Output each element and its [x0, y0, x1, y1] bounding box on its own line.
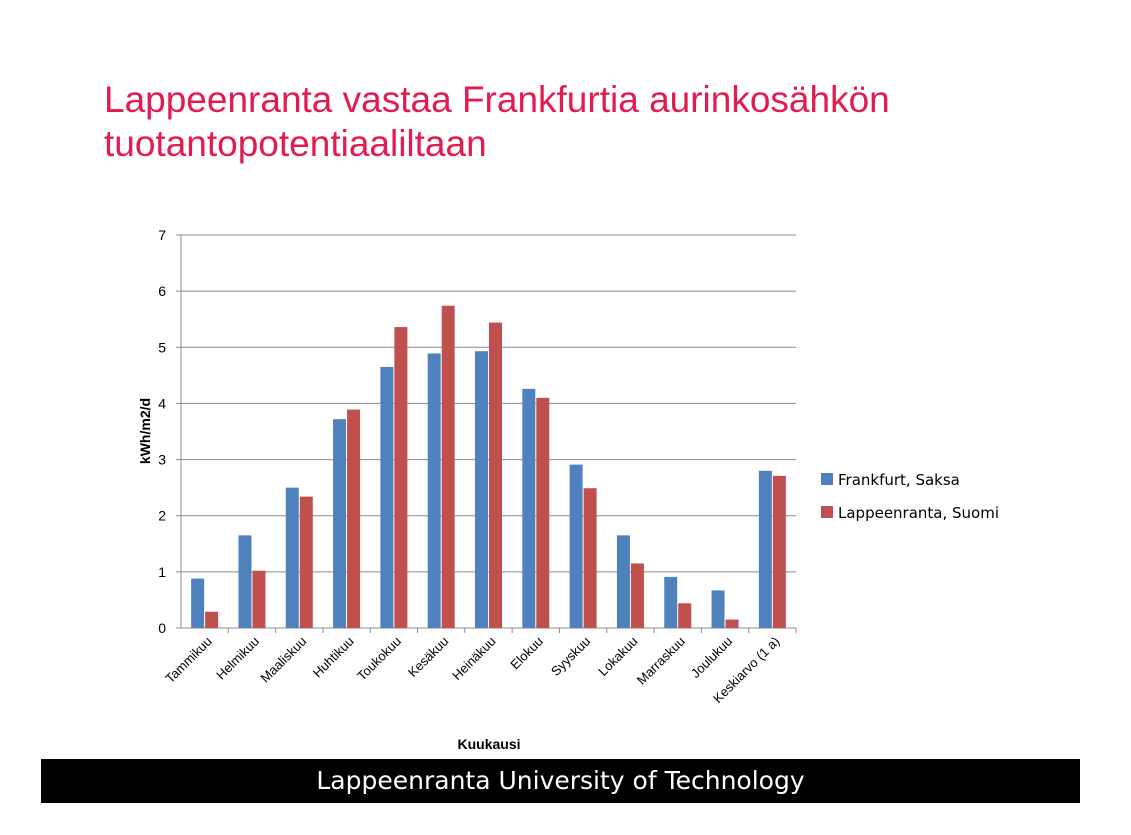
slide-title-line-2: tuotantopotentiaaliltaan — [104, 123, 487, 164]
y-tick-label: 1 — [158, 564, 166, 580]
bar-frankfurt — [191, 578, 205, 628]
x-tick-label: Toukokuu — [354, 634, 404, 684]
bar-frankfurt — [616, 535, 630, 628]
y-tick-label: 7 — [158, 227, 166, 243]
bar-lappeenranta — [347, 409, 361, 628]
bar-lappeenranta — [252, 570, 266, 628]
bar-frankfurt — [522, 388, 536, 628]
y-axis-title: kWh/m2/d — [137, 398, 153, 464]
x-tick-label: Joulukuu — [688, 634, 735, 681]
bar-frankfurt — [238, 535, 252, 628]
bar-lappeenranta — [394, 327, 408, 628]
bar-lappeenranta — [772, 475, 786, 628]
x-tick-label: Kesäkuu — [405, 634, 451, 680]
x-tick-label: Tammikuu — [162, 634, 215, 687]
bar-lappeenranta — [441, 305, 455, 628]
bar-frankfurt — [475, 351, 488, 628]
x-tick-label: Lokakuu — [595, 634, 640, 679]
x-tick-label: Maaliskuu — [257, 634, 309, 686]
bar-lappeenranta — [489, 322, 502, 628]
x-tick-label: Huhtikuu — [310, 634, 357, 681]
bar-frankfurt — [758, 470, 772, 628]
slide-title: Lappeenranta vastaa Frankfurtia aurinkos… — [104, 78, 1064, 166]
x-tick-label: Heinäkuu — [449, 634, 498, 683]
legend-label-lappeenranta: Lappeenranta, Suomi — [838, 504, 999, 522]
footer-university-name: Lappeenranta University of Technology — [316, 766, 805, 795]
legend-label-frankfurt: Frankfurt, Saksa — [838, 471, 960, 489]
bar-lappeenranta — [205, 611, 219, 628]
bar-frankfurt — [285, 487, 299, 628]
bar-frankfurt — [569, 464, 583, 628]
y-tick-label: 0 — [158, 620, 166, 636]
bar-lappeenranta — [299, 496, 313, 628]
x-tick-label: Syyskuu — [548, 634, 593, 679]
y-tick-label: 3 — [158, 452, 166, 468]
y-tick-label: 4 — [158, 395, 166, 411]
bar-frankfurt — [427, 353, 441, 628]
bar-frankfurt — [333, 419, 347, 628]
slide-title-line-1: Lappeenranta vastaa Frankfurtia aurinkos… — [104, 79, 890, 120]
bar-lappeenranta — [678, 603, 692, 628]
legend-swatch-frankfurt — [821, 473, 833, 485]
bar-lappeenranta — [630, 563, 644, 628]
bar-frankfurt — [380, 366, 394, 628]
y-tick-label: 5 — [158, 339, 166, 355]
x-axis-title: Kuukausi — [457, 736, 520, 752]
y-tick-label: 6 — [158, 283, 166, 299]
bar-lappeenranta — [725, 619, 739, 628]
y-tick-label: 2 — [158, 508, 166, 524]
footer-banner: Lappeenranta University of Technology — [41, 759, 1080, 803]
legend-swatch-lappeenranta — [821, 506, 833, 518]
x-tick-label: Marraskuu — [634, 634, 688, 688]
bar-lappeenranta — [583, 488, 597, 628]
x-tick-label: Elokuu — [507, 634, 546, 673]
bar-frankfurt — [711, 590, 725, 628]
bar-frankfurt — [664, 576, 678, 628]
x-tick-label: Helmikuu — [213, 634, 262, 683]
bar-lappeenranta — [536, 397, 550, 628]
